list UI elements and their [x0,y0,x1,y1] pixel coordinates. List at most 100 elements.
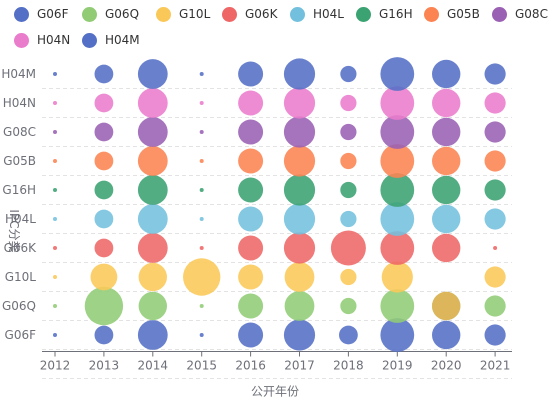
bubble-g05b-2014[interactable] [137,146,168,176]
bubble-g06k-2020[interactable] [432,233,461,263]
bubble-g16h-2015[interactable] [199,188,204,192]
bubble-g06f-2015[interactable] [199,333,204,337]
bubble-g06k-2012[interactable] [53,246,57,250]
bubble-g08c-2015[interactable] [199,130,204,134]
bubble-h04m-2018[interactable] [340,65,357,83]
bubble-g05b-2020[interactable] [432,146,461,176]
bubble-g06k-2017[interactable] [283,232,316,264]
legend-item-g08c[interactable]: G08C [492,4,548,24]
bubble-h04l-2015[interactable] [199,217,204,221]
bubble-g06f-2013[interactable] [94,325,114,345]
bubble-g06f-2019[interactable] [380,318,415,352]
bubble-g16h-2012[interactable] [53,188,57,192]
bubble-g10l-2012[interactable] [53,275,57,279]
bubble-g06k-2014[interactable] [137,233,168,263]
bubble-h04m-2020[interactable] [432,59,461,89]
bubble-g05b-2016[interactable] [238,148,264,174]
bubble-g06q-2019[interactable] [380,289,415,323]
bubble-h04n-2016[interactable] [238,90,264,116]
bubble-g06f-2018[interactable] [339,325,358,345]
bubble-h04m-2014[interactable] [137,59,168,89]
legend-item-g16h[interactable]: G16H [356,4,413,24]
bubble-g10l-2013[interactable] [90,263,118,291]
bubble-g16h-2014[interactable] [137,175,168,205]
bubble-g06k-2016[interactable] [238,235,264,261]
legend-item-h04m[interactable]: H04M [82,30,140,50]
bubble-h04n-2021[interactable] [484,92,506,114]
bubble-g16h-2018[interactable] [340,181,357,199]
bubble-g08c-2019[interactable] [380,115,415,149]
bubble-h04n-2012[interactable] [53,101,57,105]
bubble-g05b-2013[interactable] [94,151,114,171]
bubble-g08c-2013[interactable] [94,122,114,142]
bubble-h04n-2014[interactable] [137,88,168,118]
bubble-h04n-2020[interactable] [432,88,461,118]
bubble-overlay-g06q-2020[interactable] [432,291,461,321]
bubble-g06f-2017[interactable] [283,319,316,351]
bubble-h04l-2019[interactable] [380,202,415,236]
bubble-g06k-2021[interactable] [493,246,498,250]
bubble-g06q-2018[interactable] [340,297,357,315]
bubble-g08c-2020[interactable] [432,117,461,147]
bubble-g05b-2017[interactable] [283,145,316,177]
legend-item-g10l[interactable]: G10L [156,4,210,24]
bubble-h04l-2012[interactable] [53,217,57,221]
bubble-h04n-2013[interactable] [94,93,114,113]
bubble-g06q-2017[interactable] [284,291,315,321]
bubble-g08c-2012[interactable] [53,130,57,134]
bubble-g10l-2021[interactable] [484,266,506,288]
bubble-h04n-2018[interactable] [340,94,357,112]
legend-item-h04l[interactable]: H04L [290,4,344,24]
bubble-h04m-2017[interactable] [283,58,316,90]
bubble-g16h-2019[interactable] [380,173,415,207]
bubble-g05b-2015[interactable] [199,159,204,163]
bubble-g06k-2018[interactable] [330,230,366,266]
bubble-g16h-2013[interactable] [94,180,114,200]
bubble-g08c-2017[interactable] [283,116,316,148]
bubble-g16h-2017[interactable] [283,174,316,206]
bubble-h04l-2017[interactable] [283,203,316,235]
legend-item-g05b[interactable]: G05B [424,4,480,24]
bubble-g08c-2014[interactable] [137,117,168,147]
bubble-g06k-2019[interactable] [380,231,415,265]
bubble-g06k-2013[interactable] [94,238,114,258]
bubble-g16h-2021[interactable] [484,179,506,201]
bubble-g08c-2021[interactable] [484,121,506,143]
bubble-g10l-2016[interactable] [238,264,264,290]
bubble-g06k-2015[interactable] [199,246,204,250]
bubble-h04m-2013[interactable] [94,64,114,84]
bubble-h04m-2021[interactable] [484,63,506,85]
bubble-h04n-2015[interactable] [199,101,204,105]
bubble-g05b-2021[interactable] [484,150,506,172]
bubble-g06q-2021[interactable] [484,295,506,317]
bubble-h04l-2014[interactable] [137,204,168,234]
bubble-h04l-2020[interactable] [432,204,461,234]
bubble-h04n-2019[interactable] [380,86,415,120]
bubble-h04m-2015[interactable] [199,72,204,76]
bubble-g06q-2016[interactable] [238,293,264,319]
legend-item-g06f[interactable]: G06F [14,4,68,24]
bubble-g05b-2019[interactable] [380,144,415,178]
bubble-g16h-2016[interactable] [238,177,264,203]
bubble-g06q-2012[interactable] [53,304,57,308]
bubble-h04m-2016[interactable] [238,61,264,87]
bubble-g10l-2014[interactable] [138,262,167,292]
bubble-g06f-2016[interactable] [238,322,264,348]
bubble-h04m-2019[interactable] [380,57,415,91]
legend-item-h04n[interactable]: H04N [14,30,70,50]
bubble-g06f-2014[interactable] [137,320,168,350]
legend-item-g06k[interactable]: G06K [222,4,277,24]
bubble-h04l-2021[interactable] [484,208,506,230]
bubble-g08c-2016[interactable] [238,119,264,145]
bubble-g10l-2017[interactable] [284,262,315,292]
bubble-g06q-2013[interactable] [84,286,124,326]
bubble-g10l-2018[interactable] [340,268,357,286]
bubble-g05b-2018[interactable] [340,152,357,170]
bubble-h04l-2013[interactable] [94,209,114,229]
bubble-g16h-2020[interactable] [432,175,461,205]
bubble-g10l-2015[interactable] [183,258,221,296]
bubble-g06f-2020[interactable] [432,320,461,350]
bubble-g06q-2015[interactable] [199,304,204,308]
bubble-g06f-2012[interactable] [53,333,57,337]
bubble-g08c-2018[interactable] [340,123,357,141]
